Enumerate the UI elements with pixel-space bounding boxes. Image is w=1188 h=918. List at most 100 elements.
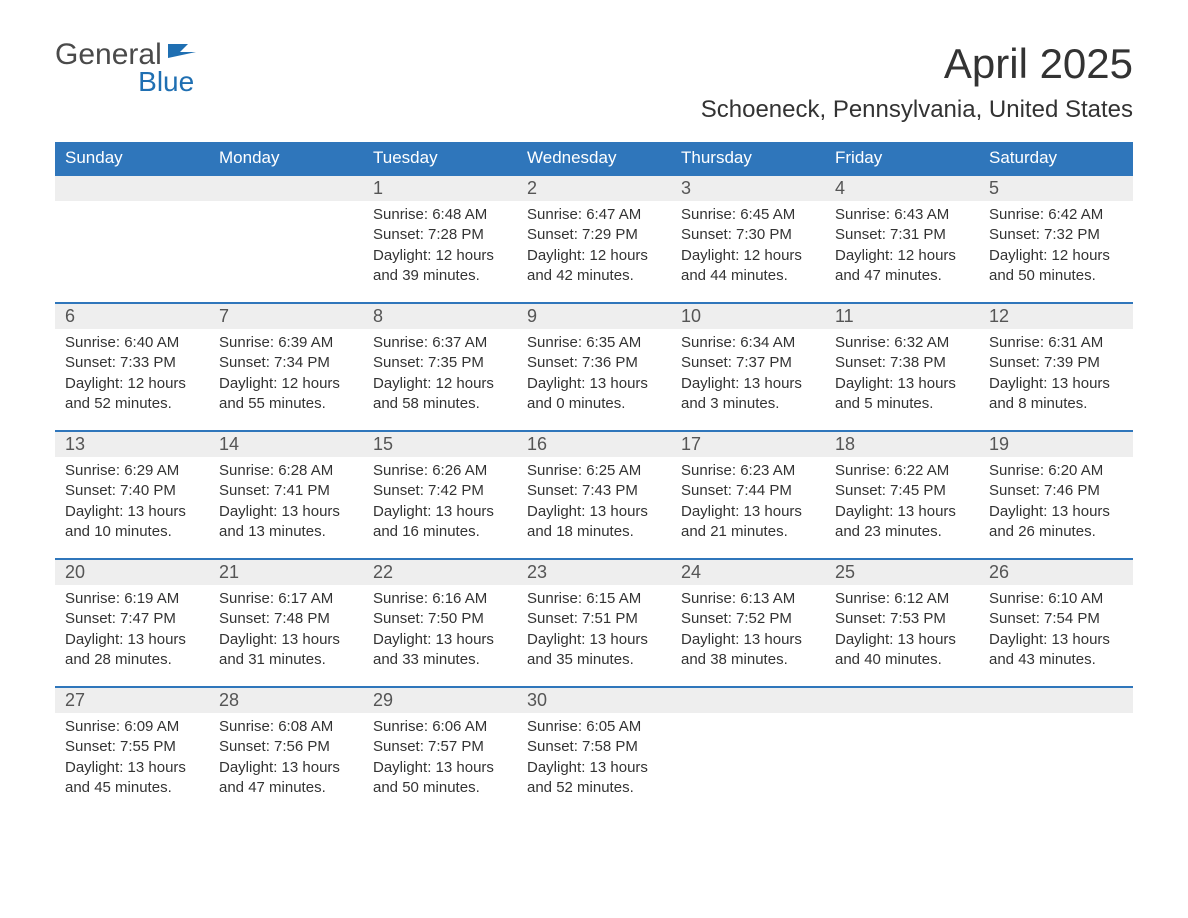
- day-number: 14: [209, 432, 363, 457]
- day-cell: 17Sunrise: 6:23 AMSunset: 7:44 PMDayligh…: [671, 431, 825, 559]
- day-content: Sunrise: 6:10 AMSunset: 7:54 PMDaylight:…: [979, 585, 1133, 680]
- sunrise-text: Sunrise: 6:34 AM: [681, 333, 815, 353]
- sunset-text: Sunset: 7:54 PM: [989, 609, 1123, 629]
- daylight-text: Daylight: 13 hours and 21 minutes.: [681, 502, 815, 543]
- daylight-text: Daylight: 13 hours and 40 minutes.: [835, 630, 969, 671]
- day-cell: 8Sunrise: 6:37 AMSunset: 7:35 PMDaylight…: [363, 303, 517, 431]
- logo: General Blue: [55, 40, 196, 96]
- day-number: 3: [671, 176, 825, 201]
- day-content: Sunrise: 6:22 AMSunset: 7:45 PMDaylight:…: [825, 457, 979, 552]
- day-cell: 2Sunrise: 6:47 AMSunset: 7:29 PMDaylight…: [517, 175, 671, 303]
- day-content: Sunrise: 6:35 AMSunset: 7:36 PMDaylight:…: [517, 329, 671, 424]
- sunset-text: Sunset: 7:41 PM: [219, 481, 353, 501]
- day-cell: 22Sunrise: 6:16 AMSunset: 7:50 PMDayligh…: [363, 559, 517, 687]
- sunrise-text: Sunrise: 6:15 AM: [527, 589, 661, 609]
- day-cell: 21Sunrise: 6:17 AMSunset: 7:48 PMDayligh…: [209, 559, 363, 687]
- day-number: 7: [209, 304, 363, 329]
- day-number: [671, 688, 825, 713]
- sunrise-text: Sunrise: 6:05 AM: [527, 717, 661, 737]
- day-content: Sunrise: 6:31 AMSunset: 7:39 PMDaylight:…: [979, 329, 1133, 424]
- sunset-text: Sunset: 7:34 PM: [219, 353, 353, 373]
- day-cell: 9Sunrise: 6:35 AMSunset: 7:36 PMDaylight…: [517, 303, 671, 431]
- day-content: Sunrise: 6:17 AMSunset: 7:48 PMDaylight:…: [209, 585, 363, 680]
- day-number: 17: [671, 432, 825, 457]
- day-number: [55, 176, 209, 201]
- sunrise-text: Sunrise: 6:29 AM: [65, 461, 199, 481]
- sunset-text: Sunset: 7:58 PM: [527, 737, 661, 757]
- day-content: Sunrise: 6:16 AMSunset: 7:50 PMDaylight:…: [363, 585, 517, 680]
- day-cell: 12Sunrise: 6:31 AMSunset: 7:39 PMDayligh…: [979, 303, 1133, 431]
- day-content: [55, 201, 209, 215]
- sunset-text: Sunset: 7:28 PM: [373, 225, 507, 245]
- day-cell: 30Sunrise: 6:05 AMSunset: 7:58 PMDayligh…: [517, 687, 671, 815]
- day-number: 4: [825, 176, 979, 201]
- day-cell: [209, 175, 363, 303]
- dayname-header: Tuesday: [363, 142, 517, 175]
- sunrise-text: Sunrise: 6:48 AM: [373, 205, 507, 225]
- sunset-text: Sunset: 7:32 PM: [989, 225, 1123, 245]
- day-number: 8: [363, 304, 517, 329]
- daylight-text: Daylight: 13 hours and 50 minutes.: [373, 758, 507, 799]
- day-cell: 1Sunrise: 6:48 AMSunset: 7:28 PMDaylight…: [363, 175, 517, 303]
- day-cell: 25Sunrise: 6:12 AMSunset: 7:53 PMDayligh…: [825, 559, 979, 687]
- sunrise-text: Sunrise: 6:17 AM: [219, 589, 353, 609]
- day-content: Sunrise: 6:43 AMSunset: 7:31 PMDaylight:…: [825, 201, 979, 296]
- sunrise-text: Sunrise: 6:45 AM: [681, 205, 815, 225]
- day-number: 5: [979, 176, 1133, 201]
- day-content: Sunrise: 6:34 AMSunset: 7:37 PMDaylight:…: [671, 329, 825, 424]
- day-content: Sunrise: 6:05 AMSunset: 7:58 PMDaylight:…: [517, 713, 671, 808]
- daylight-text: Daylight: 13 hours and 8 minutes.: [989, 374, 1123, 415]
- day-content: Sunrise: 6:20 AMSunset: 7:46 PMDaylight:…: [979, 457, 1133, 552]
- sunset-text: Sunset: 7:30 PM: [681, 225, 815, 245]
- day-content: Sunrise: 6:37 AMSunset: 7:35 PMDaylight:…: [363, 329, 517, 424]
- day-number: 11: [825, 304, 979, 329]
- dayname-header: Sunday: [55, 142, 209, 175]
- week-row: 13Sunrise: 6:29 AMSunset: 7:40 PMDayligh…: [55, 431, 1133, 559]
- day-number: 15: [363, 432, 517, 457]
- title-block: April 2025 Schoeneck, Pennsylvania, Unit…: [701, 40, 1133, 134]
- sunset-text: Sunset: 7:44 PM: [681, 481, 815, 501]
- daylight-text: Daylight: 13 hours and 10 minutes.: [65, 502, 199, 543]
- day-content: Sunrise: 6:28 AMSunset: 7:41 PMDaylight:…: [209, 457, 363, 552]
- day-number: 30: [517, 688, 671, 713]
- daylight-text: Daylight: 13 hours and 33 minutes.: [373, 630, 507, 671]
- day-content: Sunrise: 6:23 AMSunset: 7:44 PMDaylight:…: [671, 457, 825, 552]
- day-content: [979, 713, 1133, 727]
- day-content: Sunrise: 6:12 AMSunset: 7:53 PMDaylight:…: [825, 585, 979, 680]
- daylight-text: Daylight: 13 hours and 28 minutes.: [65, 630, 199, 671]
- daylight-text: Daylight: 13 hours and 13 minutes.: [219, 502, 353, 543]
- sunset-text: Sunset: 7:37 PM: [681, 353, 815, 373]
- daylight-text: Daylight: 12 hours and 58 minutes.: [373, 374, 507, 415]
- sunset-text: Sunset: 7:57 PM: [373, 737, 507, 757]
- day-cell: 20Sunrise: 6:19 AMSunset: 7:47 PMDayligh…: [55, 559, 209, 687]
- day-cell: 26Sunrise: 6:10 AMSunset: 7:54 PMDayligh…: [979, 559, 1133, 687]
- day-content: Sunrise: 6:06 AMSunset: 7:57 PMDaylight:…: [363, 713, 517, 808]
- day-number: 9: [517, 304, 671, 329]
- daylight-text: Daylight: 13 hours and 31 minutes.: [219, 630, 353, 671]
- day-content: Sunrise: 6:45 AMSunset: 7:30 PMDaylight:…: [671, 201, 825, 296]
- daylight-text: Daylight: 13 hours and 38 minutes.: [681, 630, 815, 671]
- sunrise-text: Sunrise: 6:19 AM: [65, 589, 199, 609]
- day-cell: 28Sunrise: 6:08 AMSunset: 7:56 PMDayligh…: [209, 687, 363, 815]
- day-number: 6: [55, 304, 209, 329]
- day-content: [209, 201, 363, 215]
- sunset-text: Sunset: 7:38 PM: [835, 353, 969, 373]
- day-number: 19: [979, 432, 1133, 457]
- sunset-text: Sunset: 7:42 PM: [373, 481, 507, 501]
- daylight-text: Daylight: 13 hours and 16 minutes.: [373, 502, 507, 543]
- week-row: 6Sunrise: 6:40 AMSunset: 7:33 PMDaylight…: [55, 303, 1133, 431]
- day-number: 24: [671, 560, 825, 585]
- sunset-text: Sunset: 7:36 PM: [527, 353, 661, 373]
- daylight-text: Daylight: 12 hours and 39 minutes.: [373, 246, 507, 287]
- sunset-text: Sunset: 7:43 PM: [527, 481, 661, 501]
- dayname-header: Wednesday: [517, 142, 671, 175]
- daylight-text: Daylight: 13 hours and 0 minutes.: [527, 374, 661, 415]
- dayname-header: Thursday: [671, 142, 825, 175]
- day-content: Sunrise: 6:08 AMSunset: 7:56 PMDaylight:…: [209, 713, 363, 808]
- day-cell: 10Sunrise: 6:34 AMSunset: 7:37 PMDayligh…: [671, 303, 825, 431]
- sunrise-text: Sunrise: 6:12 AM: [835, 589, 969, 609]
- sunset-text: Sunset: 7:53 PM: [835, 609, 969, 629]
- dayname-header: Monday: [209, 142, 363, 175]
- sunrise-text: Sunrise: 6:32 AM: [835, 333, 969, 353]
- sunset-text: Sunset: 7:35 PM: [373, 353, 507, 373]
